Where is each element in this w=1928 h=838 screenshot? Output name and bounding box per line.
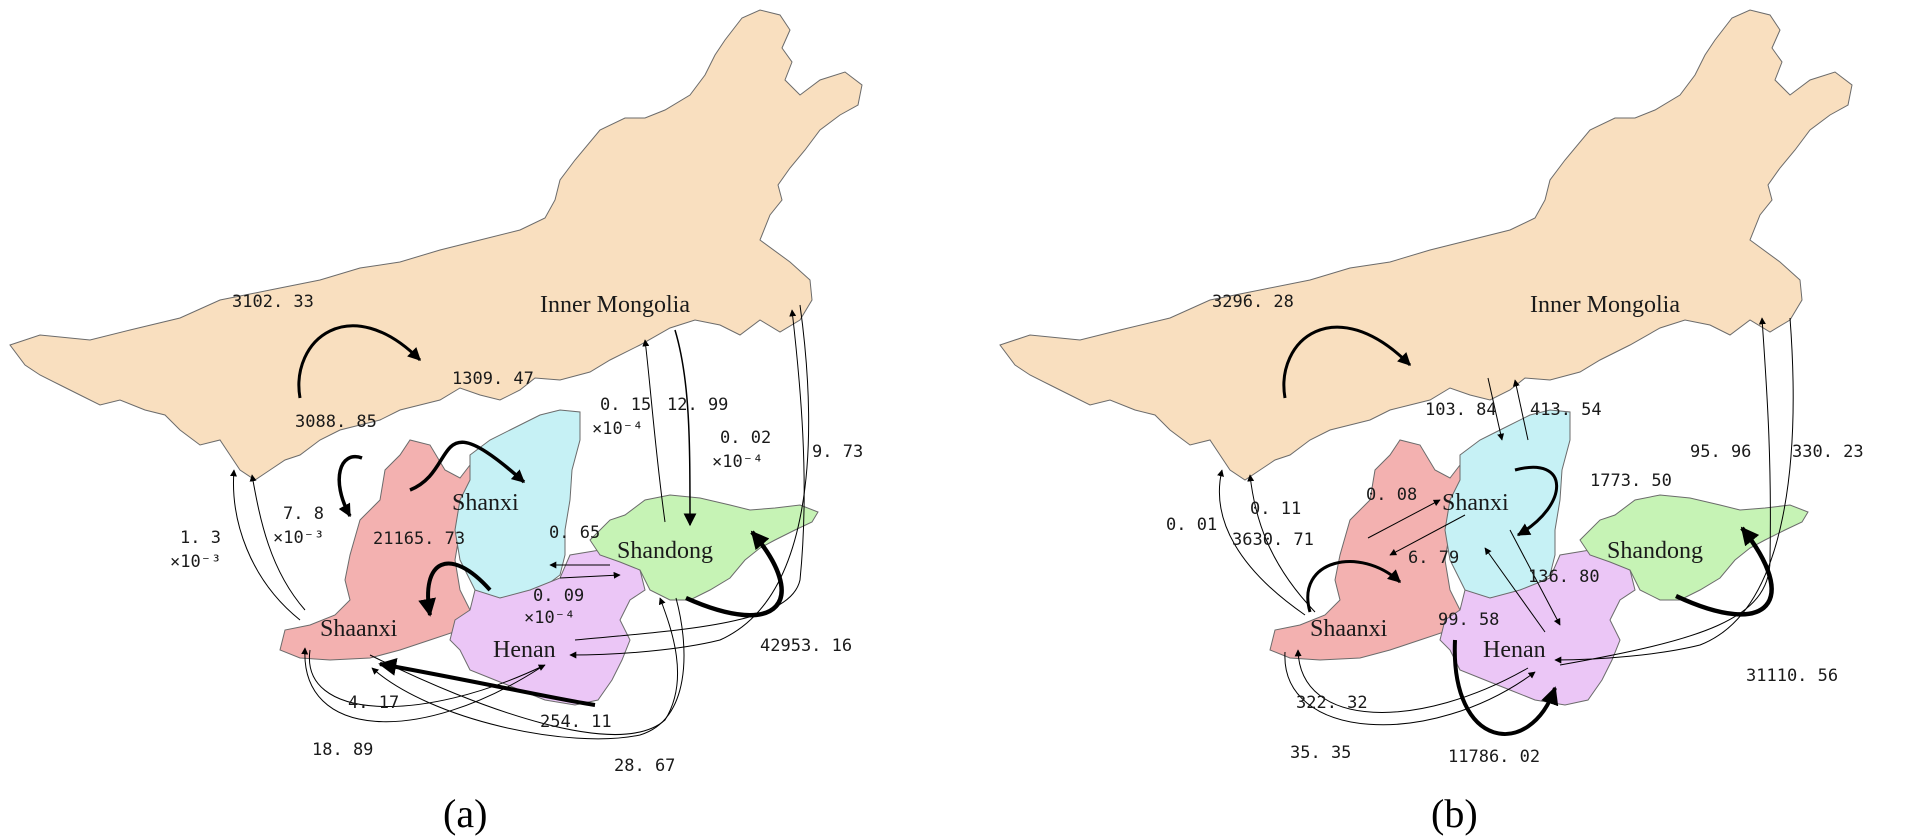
flow-label-shaanxi-im-2-a: 7. 8 <box>283 504 324 524</box>
flow-label-henan-im-a: 9. 73 <box>812 442 863 462</box>
label-inner-mongolia-a: Inner Mongolia <box>540 292 690 318</box>
flow-arrow-shandong-im-b <box>1559 317 1771 666</box>
flow-label-im-shanxi-a: 1309. 47 <box>452 369 534 389</box>
label-henan-b: Henan <box>1483 637 1546 663</box>
flow-label-henan-shandong-2-unit-a: ×10⁻⁴ <box>524 608 575 628</box>
label-inner-mongolia-b: Inner Mongolia <box>1530 292 1680 318</box>
flow-arrow-shanxi-im-b <box>1512 379 1529 441</box>
flow-arrow-henan-self-b <box>1452 639 1559 736</box>
flow-arrow-shanxi-henan-b <box>1509 529 1561 626</box>
flow-label-henan-im-b: 330. 23 <box>1792 442 1864 462</box>
flow-label-shandong-self-b: 31110. 56 <box>1746 666 1838 686</box>
panel-a: Inner Mongolia Shanxi Shaanxi Henan Shan… <box>9 9 863 836</box>
region-inner-mongolia-a <box>9 9 863 481</box>
label-shandong-a: Shandong <box>617 538 713 564</box>
flow-arrow-shaanxi-shanxi-b <box>1367 499 1441 539</box>
label-shanxi-a: Shanxi <box>452 490 519 516</box>
flow-arrows-a <box>230 304 810 740</box>
flow-label-shanxi-self-b: 1773. 50 <box>1590 471 1672 491</box>
flow-label-shanxi-henan-b: 136. 80 <box>1528 567 1600 587</box>
flow-arrow-shaanxi-loop-a <box>301 647 541 723</box>
flow-arrow-henan-shaanxi-b <box>1294 649 1529 713</box>
flow-arrow-im-self-a <box>297 324 422 399</box>
flow-label-shaanxi-im-1-b: 0. 01 <box>1166 515 1217 535</box>
flow-label-im-shanxi-b: 103. 84 <box>1425 400 1497 420</box>
flow-arrow-henan-im-b <box>1554 317 1794 664</box>
flow-label-im-shandong-a: 12. 99 <box>667 395 728 415</box>
flow-arrow-shaanxi-im-1-a <box>230 469 301 621</box>
flow-label-shandong-im-1-a: 0. 15 <box>600 395 651 415</box>
flow-label-shandong-im-2-a: 0. 02 <box>720 428 771 448</box>
flow-arrow-im-self-b <box>1282 325 1412 399</box>
flow-arrow-henan-shanxi-b <box>1484 547 1546 633</box>
flow-arrows-b <box>1217 317 1794 736</box>
flow-label-shanxi-shaanxi-b: 6. 79 <box>1408 548 1459 568</box>
flow-label-im-shaanxi-a: 3088. 85 <box>295 412 377 432</box>
flow-label-henan-shaanxi-a: 4. 17 <box>348 693 399 713</box>
flow-arrow-shandong-self-a <box>685 530 784 618</box>
flow-label-henan-shandong-2-a: 0. 09 <box>533 586 584 606</box>
flow-label-henan-self-b: 11786. 02 <box>1448 747 1540 767</box>
flow-label-shandong-shaanxi-a: 254. 11 <box>540 712 612 732</box>
flow-arrow-shaanxi-henan-b <box>1284 651 1536 726</box>
label-shaanxi-a: Shaanxi <box>320 616 398 642</box>
panel-b: Inner Mongolia Shanxi Shaanxi Henan Shan… <box>999 9 1864 836</box>
flow-arrow-shaanxi-im-1-b <box>1217 469 1306 616</box>
panel-caption-a: (a) <box>443 791 487 836</box>
flow-arrow-shandong-im-1-a <box>642 339 666 523</box>
label-shanxi-b: Shanxi <box>1442 490 1509 516</box>
region-shandong-b <box>1579 494 1809 601</box>
label-shandong-b: Shandong <box>1607 538 1703 564</box>
flow-arrow-henan-im-a <box>574 309 805 641</box>
flow-label-shanxi-im-b: 413. 54 <box>1530 400 1602 420</box>
flow-arrow-shanxi-henan-a <box>418 561 492 617</box>
region-shandong-a <box>589 494 819 601</box>
flow-label-shaanxi-shandong-a: 28. 67 <box>614 756 675 776</box>
flow-label-shaanxi-henan-b: 35. 35 <box>1290 743 1351 763</box>
panel-caption-b: (b) <box>1431 791 1478 836</box>
flow-arrow-shandong-shaanxi-a <box>378 657 596 707</box>
flow-arrow-im-shandong-a <box>674 329 697 527</box>
flow-label-shandong-im-b: 95. 96 <box>1690 442 1751 462</box>
flow-label-henan-shanxi-b: 99. 58 <box>1438 610 1499 630</box>
flow-arrow-im-shanxi-a <box>409 440 526 492</box>
flow-label-shandong-im-1-unit-a: ×10⁻⁴ <box>592 419 643 439</box>
label-shaanxi-b: Shaanxi <box>1310 616 1388 642</box>
flow-label-im-self-b: 3296. 28 <box>1212 292 1294 312</box>
region-shaanxi-b <box>1269 439 1491 661</box>
region-shanxi-b <box>1444 409 1571 601</box>
label-henan-a: Henan <box>493 637 556 663</box>
flow-arrow-shanxi-self-b <box>1514 465 1558 537</box>
flow-arrow-shaanxi-shandong-a <box>369 597 678 735</box>
flow-label-henan-shaanxi-b: 322. 32 <box>1296 693 1368 713</box>
flow-label-shaanxi-shanxi-b: 0. 08 <box>1366 485 1417 505</box>
flow-label-shaanxi-im-1-unit-a: ×10⁻³ <box>170 552 221 572</box>
region-henan-b <box>1439 549 1636 706</box>
flow-arrow-shaanxi-im-2-a <box>249 474 306 611</box>
region-shaanxi-a <box>279 439 501 661</box>
flow-label-shandong-self-a: 42953. 16 <box>760 636 852 656</box>
flow-label-shaanxi-im-1-a: 1. 3 <box>180 528 221 548</box>
flow-arrow-shaanxi-self-b <box>1306 560 1402 613</box>
flow-label-shaanxi-self-b: 3630. 71 <box>1232 530 1314 550</box>
region-inner-mongolia-b <box>999 9 1853 481</box>
flow-arrow-shaanxi-im-2-b <box>1247 474 1316 613</box>
flow-arrow-im-shanxi-b <box>1487 377 1505 441</box>
flow-arrow-shandong-self-b <box>1675 526 1774 617</box>
flow-arrow-shaanxi-shandong-b-a <box>371 597 685 740</box>
flow-arrow-shanxi-shaanxi-b <box>1389 514 1466 556</box>
flow-arrow-shandong-im-2-a <box>569 304 810 659</box>
flow-arrow-im-shaanxi-a <box>337 454 363 518</box>
flow-label-im-self-a: 3102. 33 <box>232 292 314 312</box>
flow-label-shaanxi-loop-a: 18. 89 <box>312 740 373 760</box>
flow-label-henan-shandong-a: 0. 65 <box>549 523 600 543</box>
flow-arrow-shandong-henan-a <box>559 571 621 579</box>
flow-label-shaanxi-im-2-b: 0. 11 <box>1250 499 1301 519</box>
flow-label-shanxi-henan-a: 21165. 73 <box>373 529 465 549</box>
flow-label-shaanxi-im-2-unit-a: ×10⁻³ <box>273 528 324 548</box>
region-henan-a <box>449 549 646 706</box>
flow-label-shandong-im-2-unit-a: ×10⁻⁴ <box>712 452 763 472</box>
